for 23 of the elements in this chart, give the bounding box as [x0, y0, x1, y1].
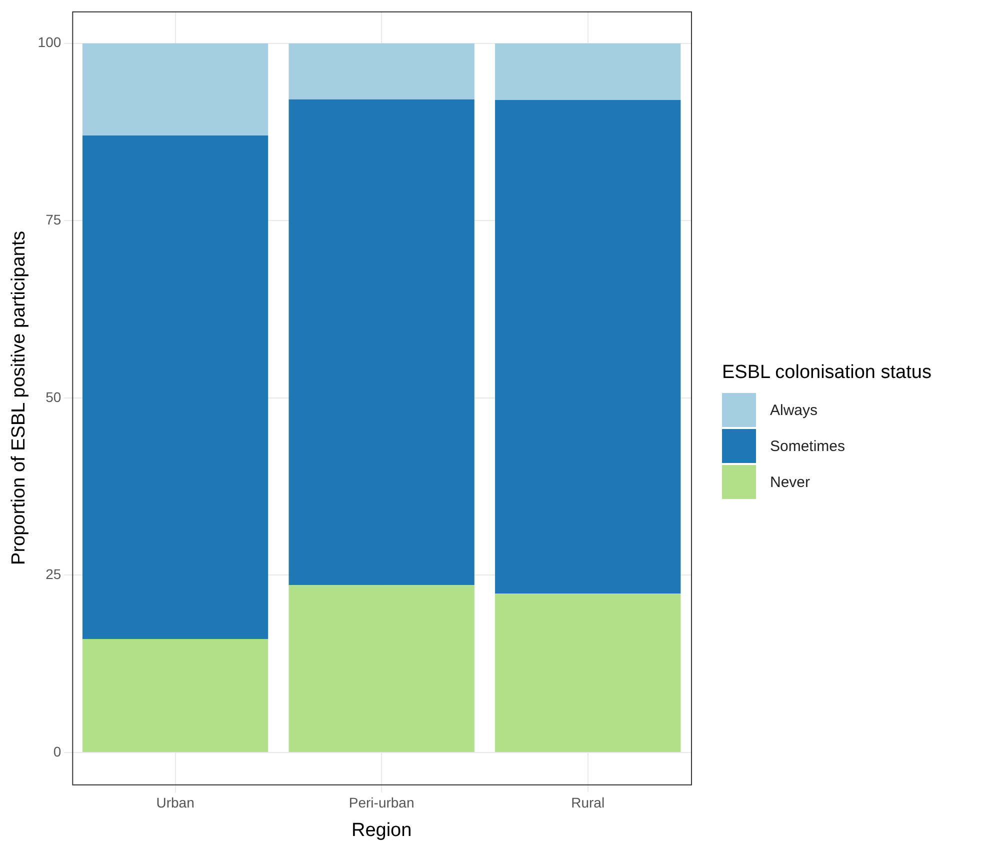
bar: [288, 43, 474, 100]
bar: [288, 99, 474, 586]
y-tick-label: 0: [53, 743, 62, 760]
x-tick-label: Rural: [571, 794, 605, 811]
bar: [495, 43, 681, 100]
bar: [82, 639, 268, 752]
bar: [495, 100, 681, 594]
bar: [495, 594, 681, 752]
bar: [82, 43, 268, 136]
y-tick-label: 100: [38, 34, 62, 50]
legend-label: Sometimes: [770, 438, 846, 454]
legend-label: Always: [770, 402, 818, 418]
y-tick-label: 75: [46, 211, 62, 228]
x-tick-label: Peri-urban: [348, 794, 414, 811]
y-tick-label: 25: [46, 566, 62, 582]
x-tick-label: Urban: [156, 794, 194, 811]
bar: [288, 585, 474, 752]
legend-label: Never: [770, 474, 810, 490]
legend-title: ESBL colonisation status: [722, 362, 932, 384]
x-axis-title: Region: [351, 820, 412, 841]
y-tick-label: 50: [46, 388, 62, 405]
bar: [82, 136, 268, 640]
y-axis-title: Proportion of ESBL positive participants: [8, 230, 30, 565]
